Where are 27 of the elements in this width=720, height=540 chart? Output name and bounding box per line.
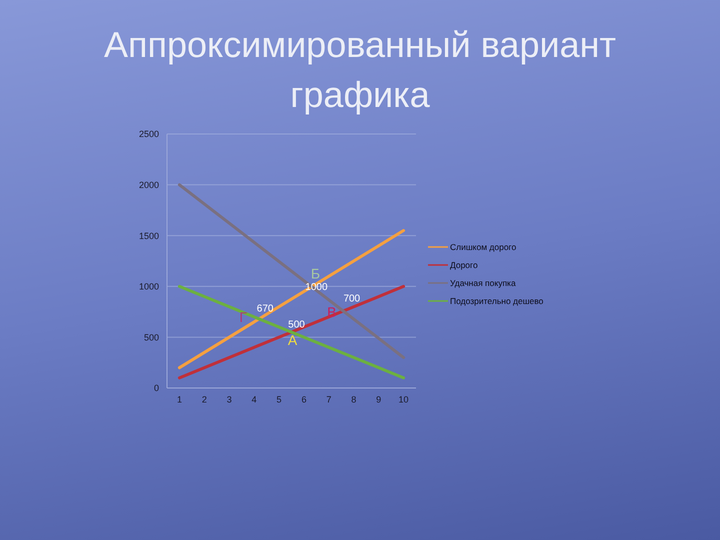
- annotation: Б: [310, 265, 320, 282]
- legend-label: Удачная покупка: [450, 278, 516, 288]
- annotation: 670: [256, 303, 274, 314]
- y-tick-label: 500: [144, 332, 159, 342]
- x-tick-label: 1: [176, 394, 182, 404]
- legend-label: Слишком дорого: [450, 242, 516, 252]
- y-tick-label: 2500: [138, 129, 159, 140]
- x-tick-label: 10: [398, 394, 409, 404]
- y-tick-label: 1000: [138, 282, 159, 292]
- y-tick-label: 0: [154, 383, 159, 394]
- x-tick-label: 9: [376, 394, 382, 404]
- annotation: Г: [239, 308, 248, 325]
- legend-label: Дорого: [450, 260, 478, 270]
- annotation: 500: [288, 320, 306, 331]
- y-tick-label: 2000: [138, 180, 159, 190]
- x-tick-label: 5: [276, 394, 282, 404]
- x-tick-label: 4: [252, 394, 257, 404]
- legend-label: Подозрительно дешево: [450, 296, 544, 306]
- y-tick-label: 1500: [138, 230, 159, 241]
- annotation: 700: [343, 293, 361, 304]
- x-tick-label: 3: [226, 394, 232, 404]
- chart-title: Аппроксимированный вариант графика: [103, 23, 617, 117]
- x-tick-label: 6: [301, 394, 306, 404]
- x-tick-label: 7: [326, 394, 332, 404]
- annotation: А: [288, 332, 298, 348]
- x-tick-label: 8: [351, 394, 356, 404]
- x-tick-label: 2: [202, 394, 207, 404]
